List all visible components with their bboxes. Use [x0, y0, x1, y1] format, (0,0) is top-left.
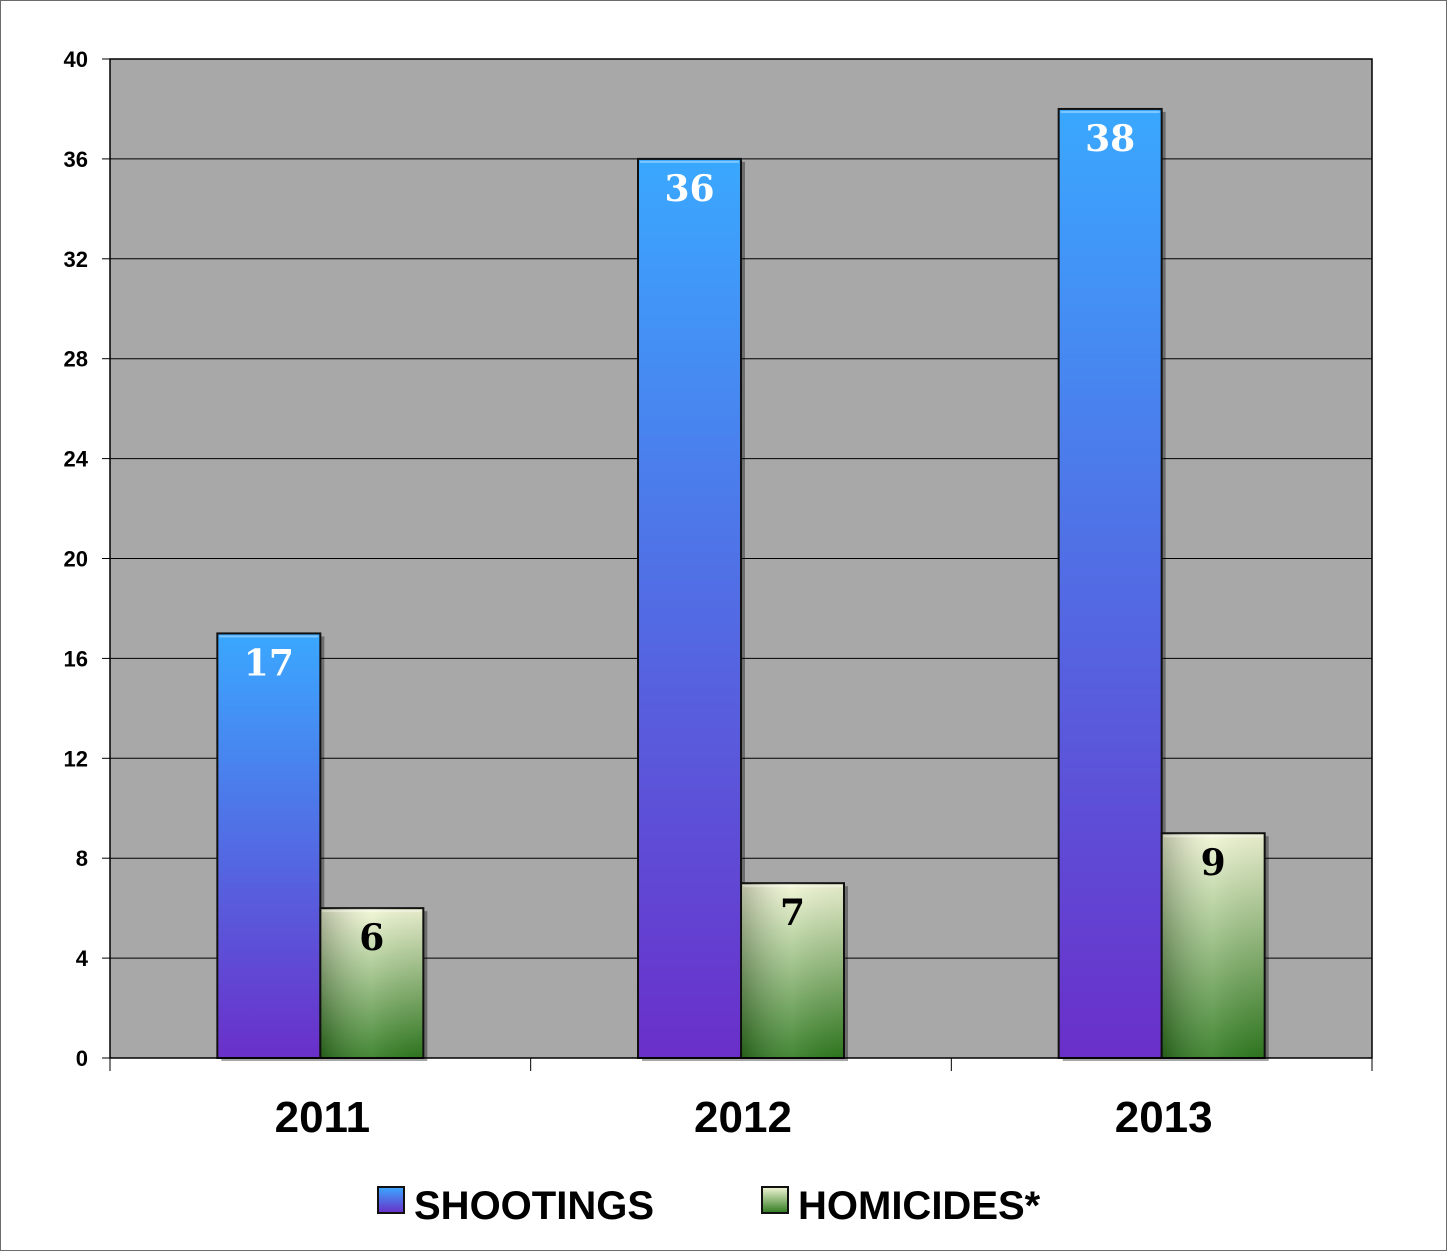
- legend-swatch: [761, 1186, 789, 1214]
- y-tick-label: 24: [64, 447, 89, 472]
- y-tick-label: 28: [64, 347, 88, 372]
- data-label: 7: [780, 892, 805, 934]
- y-tick-label: 40: [64, 47, 88, 72]
- y-tick-label: 20: [64, 547, 88, 572]
- bar-shootings-2011: [216, 632, 322, 1059]
- x-category-label: 2012: [694, 1093, 792, 1142]
- y-tick-label: 36: [64, 147, 88, 172]
- x-category-label: 2011: [275, 1093, 370, 1142]
- legend: SHOOTINGS HOMICIDES*: [377, 1184, 1041, 1228]
- bar-shootings-2013: [1057, 107, 1163, 1059]
- data-label: 36: [664, 168, 714, 210]
- legend-swatch: [377, 1186, 405, 1214]
- data-labels: 17 6 36 7 38 9: [244, 118, 1226, 959]
- legend-label: HOMICIDES*: [798, 1184, 1041, 1228]
- bar-highlight: [1161, 833, 1265, 1058]
- y-tick-label: 12: [64, 746, 88, 771]
- legend-label: SHOOTINGS: [414, 1184, 654, 1228]
- bar-shootings-2012: [637, 157, 742, 1059]
- y-tick-label: 16: [64, 646, 88, 671]
- x-axis-category-labels: 2011 2012 2013: [275, 1093, 1213, 1142]
- y-axis-tick-labels: 0 4 8 12 16 20 24 28 32 36 40: [64, 47, 89, 1071]
- y-tick-label: 0: [76, 1046, 88, 1071]
- bar-highlight: [320, 908, 424, 1058]
- data-label: 9: [1201, 842, 1226, 884]
- data-label: 38: [1085, 118, 1135, 160]
- data-label: 6: [359, 917, 384, 959]
- axes: [102, 58, 1373, 1071]
- bars: [216, 107, 1269, 1061]
- x-category-label: 2013: [1115, 1093, 1213, 1142]
- y-tick-label: 8: [76, 846, 88, 871]
- plot-border: [109, 58, 1373, 1059]
- y-tick-label: 4: [76, 946, 89, 971]
- data-label: 17: [244, 642, 294, 684]
- bar-highlight: [741, 883, 844, 1058]
- y-tick-label: 32: [64, 247, 88, 272]
